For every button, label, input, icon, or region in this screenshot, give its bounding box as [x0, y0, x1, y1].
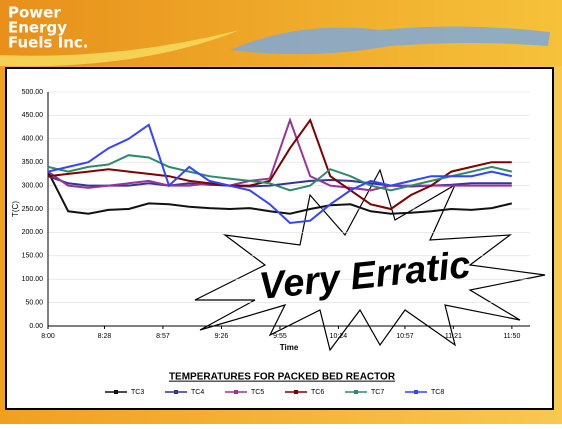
logo-text: Energy — [8, 19, 67, 37]
series-line — [47, 123, 513, 225]
y-tick-label: 100.00 — [22, 276, 44, 283]
chart-title: TEMPERATURES FOR PACKED BED REACTOR — [169, 372, 396, 383]
logo-text: Power — [8, 4, 61, 22]
y-axis-title: T(C) — [11, 201, 20, 217]
legend-marker — [294, 390, 298, 394]
y-tick-label: 50.00 — [25, 299, 43, 306]
y-tick-label: 500.00 — [22, 89, 44, 96]
legend-marker — [354, 390, 358, 394]
legend-marker — [174, 390, 178, 394]
x-tick-label: 8:57 — [156, 333, 170, 340]
legend-label: TC6 — [311, 389, 324, 396]
legend-label: TC7 — [371, 389, 384, 396]
x-tick-label: 8:28 — [98, 333, 112, 340]
y-tick-label: 0.00 — [29, 323, 43, 330]
legend-marker — [414, 390, 418, 394]
y-tick-label: 450.00 — [22, 112, 44, 119]
starburst — [194, 168, 546, 352]
x-tick-label: 8:00 — [41, 333, 55, 340]
series-line — [47, 154, 513, 192]
legend-label: TC8 — [431, 389, 444, 396]
legend-label: TC5 — [251, 389, 264, 396]
x-tick-label: 11:50 — [503, 333, 520, 340]
y-tick-label: 250.00 — [22, 206, 44, 213]
y-tick-label: 400.00 — [22, 136, 44, 143]
series-line — [47, 117, 512, 211]
x-tick-label: 9:55 — [273, 333, 287, 340]
x-tick-label: 10:24 — [330, 333, 348, 340]
x-tick-label: 9:26 — [215, 333, 229, 340]
series-line — [47, 117, 512, 192]
x-tick-label: 11:21 — [445, 333, 462, 340]
legend-marker — [234, 390, 238, 394]
y-tick-label: 300.00 — [22, 182, 44, 189]
y-tick-label: 200.00 — [22, 229, 44, 236]
logo-text: Fuels Inc. — [8, 34, 89, 52]
y-tick-label: 150.00 — [22, 253, 44, 260]
x-axis-title: Time — [280, 343, 299, 352]
swoosh — [230, 26, 550, 55]
x-tick-label: 10:57 — [396, 333, 414, 340]
legend-marker — [114, 390, 118, 394]
y-tick-label: 350.00 — [22, 159, 44, 166]
legend-label: TC3 — [131, 389, 144, 396]
swoosh — [0, 30, 240, 67]
legend-label: TC4 — [191, 389, 204, 396]
